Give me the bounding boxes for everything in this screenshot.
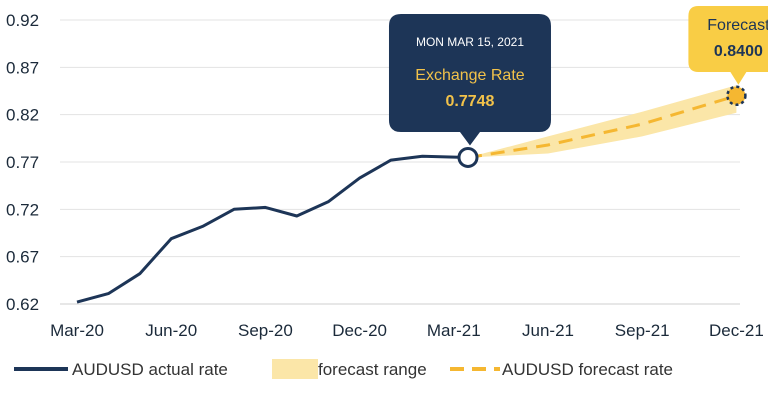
y-tick-label: 0.72 <box>6 200 39 219</box>
actual-rate-line <box>76 154 469 304</box>
x-tick-label: Mar-20 <box>50 321 104 340</box>
callout-value: 0.7748 <box>446 93 495 110</box>
y-tick-label: 0.87 <box>6 58 39 77</box>
legend: AUDUSD actual rate forecast range AUDUSD… <box>14 359 673 379</box>
x-tick-label: Sep-20 <box>238 321 293 340</box>
legend-range-swatch <box>272 359 318 379</box>
forecast-end-marker <box>726 85 747 106</box>
callout-date: MON MAR 15, 2021 <box>416 35 524 49</box>
y-tick-label: 0.67 <box>6 248 39 267</box>
x-tick-label: Jun-20 <box>145 321 197 340</box>
legend-actual-label: AUDUSD actual rate <box>72 360 228 379</box>
forecast-callout-box <box>688 6 768 85</box>
x-axis: Mar-20 Jun-20 Sep-20 Dec-20 Mar-21 Jun-21 Sep-… <box>50 321 764 340</box>
legend-forecast-label: AUDUSD forecast rate <box>502 360 673 379</box>
exchange-rate-callout: MON MAR 15, 2021 Exchange Rate 0.7748 <box>388 14 551 146</box>
x-tick-label: Sep-21 <box>615 321 670 340</box>
forecast-range-band <box>468 85 737 158</box>
y-tick-label: 0.62 <box>6 295 39 314</box>
y-tick-label: 0.82 <box>6 106 39 125</box>
data-points <box>457 85 747 168</box>
x-tick-label: Dec-20 <box>332 321 387 340</box>
legend-range-label: forecast range <box>318 360 427 379</box>
y-tick-label: 0.77 <box>6 153 39 172</box>
callout-label: Exchange Rate <box>415 67 525 84</box>
y-tick-label: 0.92 <box>6 11 39 30</box>
actual-end-marker <box>457 146 479 168</box>
x-tick-label: Mar-21 <box>427 321 481 340</box>
forecast-callout: Forecast 0.8400 <box>688 6 768 85</box>
callout-box <box>388 14 551 146</box>
y-axis: 0.62 0.67 0.72 0.77 0.82 0.87 0.92 <box>6 11 39 314</box>
x-tick-label: Jun-21 <box>522 321 574 340</box>
x-tick-label: Dec-21 <box>709 321 764 340</box>
forecast-callout-value: 0.8400 <box>714 43 763 60</box>
forecast-callout-label: Forecast <box>707 17 768 34</box>
